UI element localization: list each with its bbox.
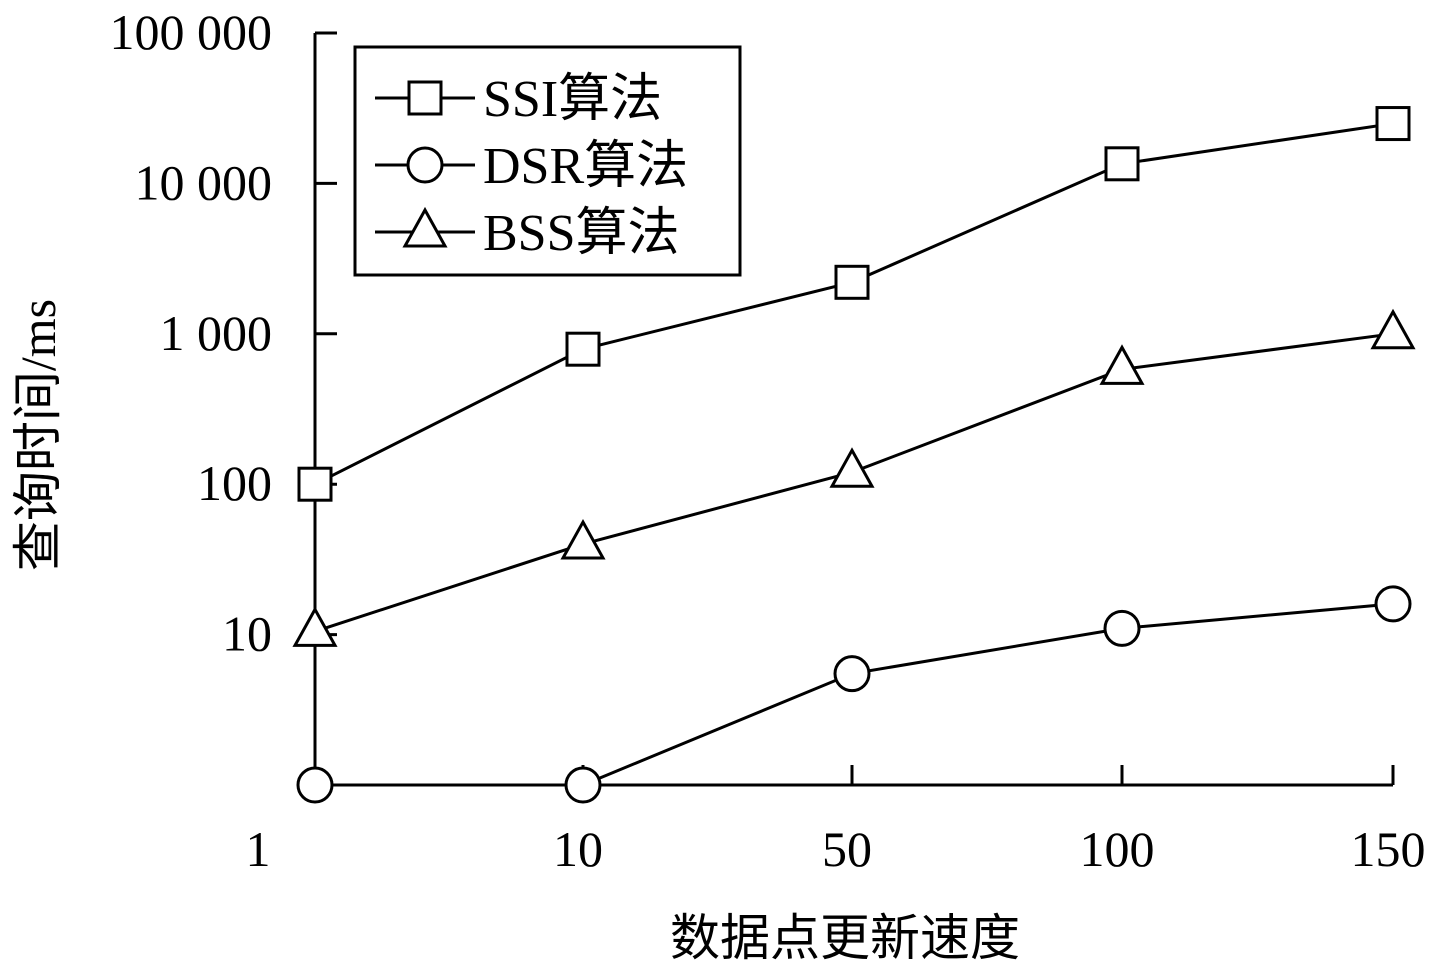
legend-marker-triangle [402,206,448,248]
data-point-square [1104,146,1140,182]
series-circle [296,585,1412,804]
y-tick-label: 100 [197,455,272,511]
y-tick-label: 100 000 [110,4,273,60]
data-point-square [565,331,601,367]
y-tick-label: 10 000 [135,154,273,210]
data-point-triangle [1099,344,1145,385]
legend-label: SSI算法 [483,71,662,128]
axis-titles: 数据点更新速度 查询时间/ms [10,299,1020,966]
data-point-circle [1374,585,1412,623]
y-tick-label: 1 000 [160,305,273,361]
x-tick-label: 100 [1080,821,1155,877]
legend: SSI算法 DSR算法 BSS算法 [353,45,742,277]
legend-label: DSR算法 [483,138,688,195]
data-point-square [1375,106,1411,142]
x-tick-label: 150 [1351,821,1426,877]
legend-marker-circle [406,146,444,184]
x-tick-label: 1 [246,821,271,877]
data-point-triangle [829,447,875,488]
y-axis-title: 查询时间/ms [10,299,66,571]
data-point-circle [1103,609,1141,647]
axes: 10 100 1 000 10 000 100 000 1 10 50 100 150 [110,4,1426,877]
y-tick-label: 10 [222,606,272,662]
x-tick-label: 10 [553,821,603,877]
series-layer [292,106,1416,804]
series-square [297,106,1411,502]
series-triangle [292,308,1416,647]
data-point-circle [833,655,871,693]
data-point-square [297,466,333,502]
x-axis-title: 数据点更新速度 [670,910,1020,966]
series-line [315,602,1394,787]
data-point-triangle [1370,308,1416,350]
data-point-square [834,264,870,300]
data-point-circle [296,766,334,804]
legend-marker-square [407,80,443,116]
data-point-triangle [560,518,606,560]
data-point-triangle [292,606,338,647]
x-tick-label: 50 [822,821,872,877]
data-point-circle [564,766,602,804]
legend-label: BSS算法 [483,205,680,262]
